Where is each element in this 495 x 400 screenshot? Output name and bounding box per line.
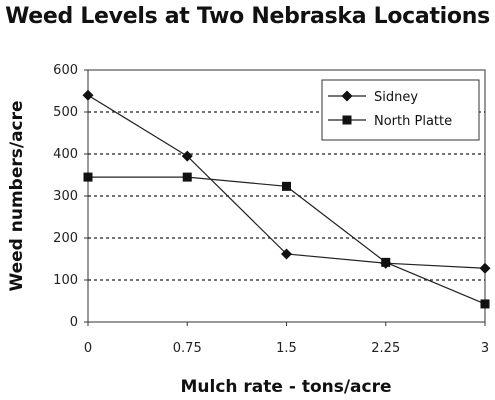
- y-tick-label-200: 200: [53, 231, 78, 246]
- y-tick-label-300: 300: [53, 189, 78, 204]
- x-tick-label-4: 3: [481, 341, 489, 356]
- x-tick-label-2: 1.5: [276, 341, 297, 356]
- legend-label-north-platte: North Platte: [374, 114, 452, 129]
- legend-marker-sidney: [341, 90, 353, 102]
- y-tick-label-0: 0: [70, 315, 78, 330]
- x-axis-title: Mulch rate - tons/acre: [180, 377, 391, 397]
- point-sidney-0: [82, 89, 94, 101]
- chart-title: Weed Levels at Two Nebraska Locations: [5, 4, 490, 29]
- legend-box: [321, 79, 480, 141]
- legend: Sidney North Platte: [321, 79, 480, 141]
- y-axis-title: Weed numbers/acre: [7, 100, 27, 291]
- y-tick-label-600: 600: [53, 63, 78, 78]
- y-tick-label-400: 400: [53, 147, 78, 162]
- point-sidney-2: [281, 248, 292, 260]
- x-tick-label-1: 0.75: [173, 341, 202, 356]
- point-north-platte-0: [83, 172, 93, 182]
- point-north-platte-2: [282, 181, 291, 191]
- point-sidney-4: [479, 262, 491, 274]
- point-sidney-1: [181, 150, 193, 162]
- y-tick-label-100: 100: [53, 273, 78, 288]
- point-north-platte-4: [480, 299, 490, 309]
- legend-label-sidney: Sidney: [374, 90, 418, 105]
- x-tick-label-0: 0: [84, 341, 92, 356]
- y-tick-label-500: 500: [53, 105, 78, 120]
- point-north-platte-3: [381, 257, 391, 267]
- point-north-platte-1: [182, 172, 192, 182]
- x-tick-label-3: 2.25: [371, 341, 400, 356]
- legend-marker-north-platte: [342, 115, 352, 125]
